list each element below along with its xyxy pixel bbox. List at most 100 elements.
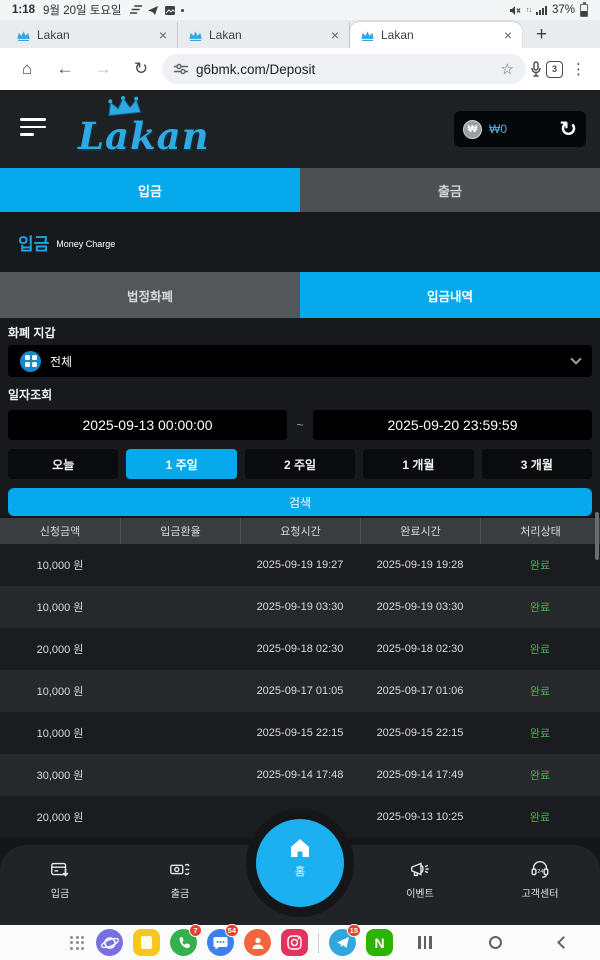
browser-tab-3-active[interactable]: Lakan × bbox=[350, 22, 522, 48]
close-icon[interactable]: × bbox=[503, 27, 512, 43]
taskbar-divider bbox=[318, 932, 319, 953]
cell-amount: 10,000 원 bbox=[36, 728, 84, 740]
nav-deposit[interactable]: 입금 bbox=[0, 858, 120, 925]
messages-app-icon[interactable]: 54 bbox=[207, 924, 239, 956]
home-icon bbox=[291, 839, 309, 857]
event-megaphone-icon bbox=[411, 862, 429, 877]
telegram-app-icon[interactable]: 15 bbox=[329, 924, 361, 956]
browser-menu-icon[interactable]: ⋮ bbox=[571, 61, 586, 78]
tab-deposit[interactable]: 입금 bbox=[0, 168, 300, 212]
cell-rate bbox=[120, 544, 240, 586]
forward-button[interactable]: → bbox=[94, 59, 112, 78]
nav-home-button[interactable]: 홈 bbox=[256, 819, 344, 907]
support-headset-icon: 24 bbox=[531, 860, 549, 878]
camera-app-icon[interactable] bbox=[281, 929, 308, 956]
phone-app-icon[interactable]: 7 bbox=[170, 924, 202, 956]
date-from-input[interactable] bbox=[8, 410, 287, 440]
table-body: 10,000 원 2025-09-19 19:27 2025-09-19 19:… bbox=[0, 544, 600, 838]
chevron-down-icon bbox=[570, 353, 582, 365]
period-1month-button[interactable]: 1 개월 bbox=[363, 449, 474, 479]
reload-button[interactable]: ↻ bbox=[133, 59, 149, 78]
close-icon[interactable]: × bbox=[158, 27, 167, 43]
nav-label: 고객센터 bbox=[521, 889, 559, 900]
url-text: g6bmk.com/Deposit bbox=[196, 61, 316, 77]
col-completed: 완료시간 bbox=[360, 518, 480, 544]
back-button[interactable]: ← bbox=[56, 59, 74, 78]
browser-tab-2[interactable]: Lakan × bbox=[178, 22, 350, 48]
browser-home-button[interactable]: ⌂ bbox=[21, 59, 33, 78]
status-badge: 완료 bbox=[529, 728, 551, 740]
tab-count-button[interactable]: 3 bbox=[546, 60, 563, 78]
android-back-button[interactable] bbox=[557, 936, 570, 949]
android-home-button[interactable] bbox=[488, 936, 502, 949]
clock: 1:18 bbox=[12, 4, 36, 16]
period-buttons: 오늘 1 주일 2 주일 1 개월 3 개월 bbox=[8, 449, 593, 479]
refresh-balance-icon[interactable]: ↻ bbox=[559, 117, 577, 141]
naver-app-icon[interactable]: N bbox=[366, 929, 393, 956]
status-badge: 완료 bbox=[529, 644, 551, 656]
app-drawer-icon[interactable] bbox=[70, 935, 84, 950]
tab-fiat-currency[interactable]: 법정화폐 bbox=[0, 272, 300, 318]
date-range-label: 일자조회 bbox=[8, 388, 53, 402]
favicon-crown-icon bbox=[189, 30, 202, 41]
browser-tab-1[interactable]: Lakan × bbox=[6, 22, 178, 48]
table-row: 30,000 원 2025-09-14 17:48 2025-09-14 17:… bbox=[0, 754, 600, 796]
search-button[interactable]: 검색 bbox=[8, 488, 592, 516]
browser-tab-strip: Lakan × Lakan × Lakan × + bbox=[0, 20, 600, 48]
nav-event[interactable]: 이벤트 bbox=[360, 858, 480, 925]
sub-tabs: 법정화폐 입금내역 bbox=[0, 272, 600, 318]
cell-completed-time: 2025-09-15 22:15 bbox=[376, 727, 464, 739]
status-badge: 완료 bbox=[529, 812, 551, 824]
period-2weeks-button[interactable]: 2 주일 bbox=[244, 449, 356, 479]
contacts-app-icon[interactable] bbox=[244, 929, 271, 956]
cell-requested-time: 2025-09-19 19:27 bbox=[256, 559, 344, 571]
url-input[interactable]: g6bmk.com/Deposit ☆ bbox=[162, 54, 526, 84]
deposit-withdraw-tabs: 입금 출금 bbox=[0, 168, 600, 212]
table-row: 10,000 원 2025-09-15 22:15 2025-09-15 22:… bbox=[0, 712, 600, 754]
hamburger-menu-icon[interactable] bbox=[20, 118, 46, 136]
recents-button[interactable] bbox=[418, 936, 432, 949]
page-info-icon bbox=[174, 63, 188, 75]
new-tab-button[interactable]: + bbox=[536, 24, 548, 45]
table-row: 10,000 원 2025-09-19 19:27 2025-09-19 19:… bbox=[0, 544, 600, 586]
android-nav-buttons bbox=[418, 925, 570, 960]
site-header: Lakan ₩ ₩0 ↻ bbox=[0, 90, 600, 168]
notes-app-icon[interactable] bbox=[133, 929, 160, 956]
nav-label: 홈 bbox=[294, 866, 306, 878]
status-badge: 완료 bbox=[529, 770, 551, 782]
cell-amount: 20,000 원 bbox=[36, 812, 84, 824]
android-status-bar: 1:18 9월 20일 토요일 ↑↓ 37% bbox=[0, 0, 600, 20]
nav-support[interactable]: 24 고객센터 bbox=[480, 858, 600, 925]
wallet-grid-icon bbox=[20, 350, 41, 372]
tab-title: Lakan bbox=[209, 28, 242, 42]
cell-amount: 20,000 원 bbox=[36, 644, 84, 656]
cell-completed-time: 2025-09-17 01:06 bbox=[376, 685, 464, 697]
mic-icon[interactable] bbox=[530, 61, 542, 77]
tilde-separator: ~ bbox=[296, 418, 304, 432]
favicon-crown-icon bbox=[361, 30, 374, 41]
page-title-bar: 입금 Money Charge bbox=[0, 212, 600, 272]
wallet-select[interactable]: 전체 bbox=[8, 345, 592, 377]
signal-icon bbox=[535, 5, 547, 15]
date-to-input[interactable] bbox=[313, 410, 592, 440]
period-today-button[interactable]: 오늘 bbox=[8, 449, 119, 479]
samsung-internet-app-icon[interactable] bbox=[96, 929, 123, 956]
balance-amount: ₩0 bbox=[489, 122, 507, 136]
bookmark-star-icon[interactable]: ☆ bbox=[500, 61, 514, 78]
close-icon[interactable]: × bbox=[330, 27, 339, 43]
network-arrows-icon: ↑↓ bbox=[525, 6, 532, 14]
period-3months-button[interactable]: 3 개월 bbox=[481, 449, 593, 479]
scrollbar-thumb[interactable] bbox=[595, 512, 599, 560]
status-badge: 완료 bbox=[529, 602, 551, 614]
search-form: 화폐 지갑 전체 일자조회 ~ 오늘 1 주일 2 주일 1 개월 3 개월 검… bbox=[0, 318, 600, 516]
site-logo[interactable]: Lakan bbox=[78, 92, 248, 158]
tab-deposit-history[interactable]: 입금내역 bbox=[300, 272, 600, 318]
cell-completed-time: 2025-09-14 17:49 bbox=[376, 769, 464, 781]
battery-percent: 37% bbox=[551, 4, 575, 16]
nav-withdraw[interactable]: 출금 bbox=[120, 858, 240, 925]
tab-withdraw[interactable]: 출금 bbox=[300, 168, 600, 212]
logo-text: Lakan bbox=[78, 114, 210, 158]
status-badge: 완료 bbox=[529, 686, 551, 698]
period-1week-button[interactable]: 1 주일 bbox=[126, 449, 237, 479]
deposit-wallet-icon bbox=[51, 862, 69, 877]
